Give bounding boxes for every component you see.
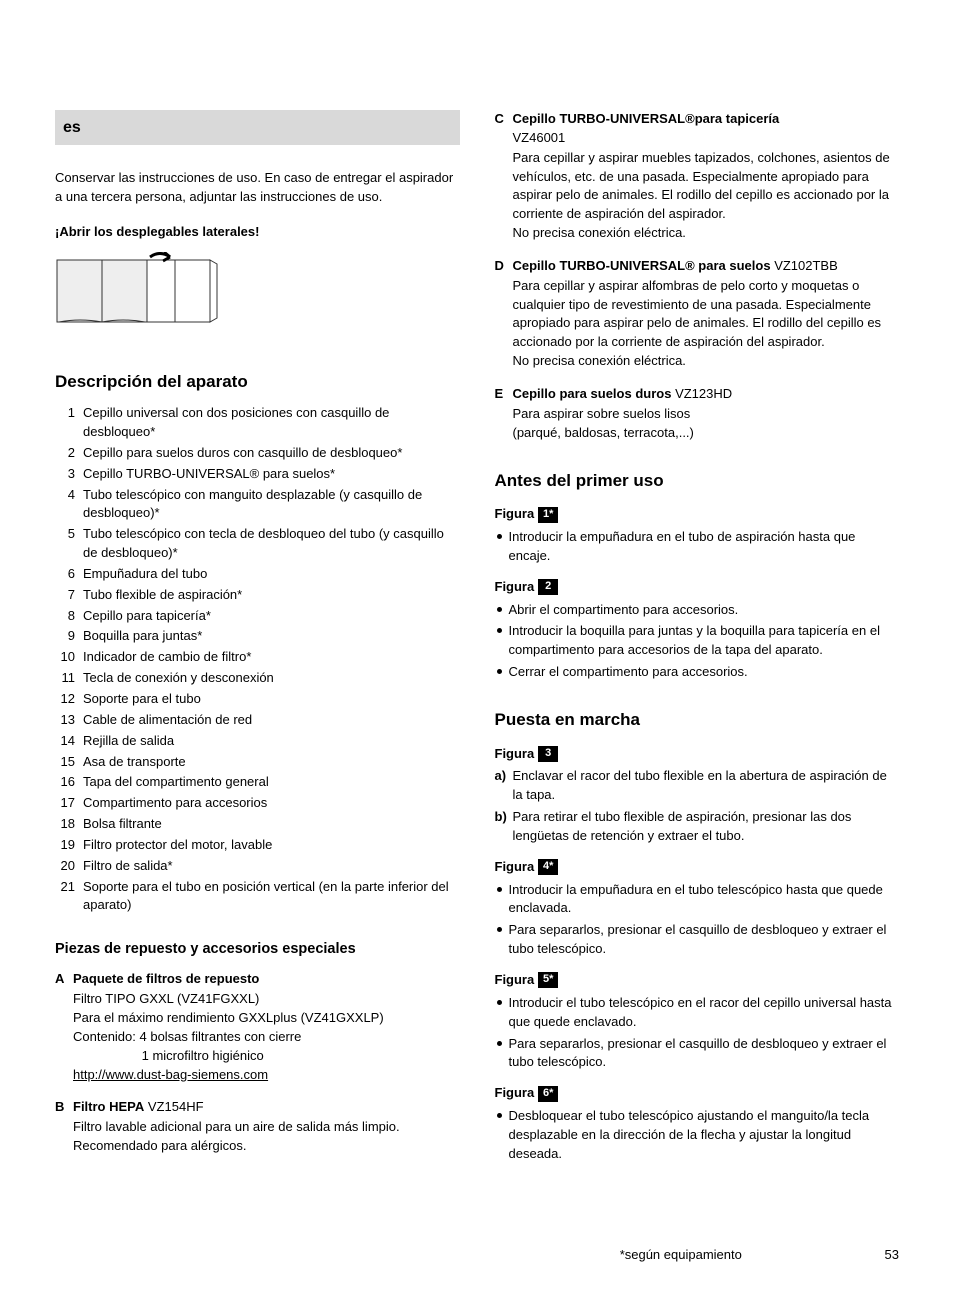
heading-startup: Puesta en marcha	[495, 708, 900, 733]
step-item: Introducir la boquilla para juntas y la …	[495, 622, 900, 660]
description-item: 11Tecla de conexión y desconexión	[55, 669, 460, 688]
description-item: 20Filtro de salida*	[55, 857, 460, 876]
foldout-diagram	[55, 252, 225, 332]
description-item: 19Filtro protector del motor, lavable	[55, 836, 460, 855]
description-item: 18Bolsa filtrante	[55, 815, 460, 834]
figure-6-steps: Desbloquear el tubo telescópico ajustand…	[495, 1107, 900, 1164]
spare-item-c: C Cepillo TURBO-UNIVERSAL®para tapicería…	[495, 110, 900, 243]
spare-item-b: B Filtro HEPA VZ154HF Filtro lavable adi…	[55, 1098, 460, 1156]
right-column: C Cepillo TURBO-UNIVERSAL®para tapicería…	[495, 110, 900, 1170]
step-item: Para separarlos, presionar el casquillo …	[495, 1035, 900, 1073]
step-item: Para separarlos, presionar el casquillo …	[495, 921, 900, 959]
description-item: 3Cepillo TURBO-UNIVERSAL® para suelos*	[55, 465, 460, 484]
description-item: 15Asa de transporte	[55, 753, 460, 772]
description-item: 12Soporte para el tubo	[55, 690, 460, 709]
language-badge: es	[55, 110, 460, 145]
description-item: 5Tubo telescópico con tecla de desbloque…	[55, 525, 460, 563]
description-list: 1Cepillo universal con dos posiciones co…	[55, 404, 460, 915]
description-item: 16Tapa del compartimento general	[55, 773, 460, 792]
page-number: 53	[885, 1246, 899, 1265]
description-item: 1Cepillo universal con dos posiciones co…	[55, 404, 460, 442]
page-footer: *según equipamiento 53	[55, 1246, 899, 1265]
description-item: 7Tubo flexible de aspiración*	[55, 586, 460, 605]
filter-url: http://www.dust-bag-siemens.com	[73, 1066, 460, 1085]
figure-1-label: Figura 1*	[495, 505, 900, 524]
step-item: Desbloquear el tubo telescópico ajustand…	[495, 1107, 900, 1164]
description-item: 4Tubo telescópico con manguito desplazab…	[55, 486, 460, 524]
description-item: 21Soporte para el tubo en posición verti…	[55, 878, 460, 916]
step-item: Abrir el compartimento para accesorios.	[495, 601, 900, 620]
description-item: 13Cable de alimentación de red	[55, 711, 460, 730]
description-item: 17Compartimento para accesorios	[55, 794, 460, 813]
fold-instruction: ¡Abrir los desplegables laterales!	[55, 223, 460, 242]
figure-3-label: Figura 3	[495, 745, 900, 764]
step-item: Introducir la empuñadura en el tubo tele…	[495, 881, 900, 919]
spare-item-e: E Cepillo para suelos duros VZ123HD Para…	[495, 385, 900, 443]
spare-item-d: D Cepillo TURBO-UNIVERSAL® para suelos V…	[495, 257, 900, 371]
description-item: 10Indicador de cambio de filtro*	[55, 648, 460, 667]
spare-item-a: A Paquete de filtros de repuesto Filtro …	[55, 970, 460, 1084]
figure-4-steps: Introducir la empuñadura en el tubo tele…	[495, 881, 900, 959]
footnote: *según equipamiento	[620, 1246, 742, 1265]
heading-description: Descripción del aparato	[55, 370, 460, 395]
step-item: Introducir el tubo telescópico en el rac…	[495, 994, 900, 1032]
figure-1-steps: Introducir la empuñadura en el tubo de a…	[495, 528, 900, 566]
description-item: 14Rejilla de salida	[55, 732, 460, 751]
figure-5-steps: Introducir el tubo telescópico en el rac…	[495, 994, 900, 1072]
intro-text: Conservar las instrucciones de uso. En c…	[55, 169, 460, 207]
figure-2-label: Figura 2	[495, 578, 900, 597]
heading-before-use: Antes del primer uso	[495, 469, 900, 494]
description-item: 2Cepillo para suelos duros con casquillo…	[55, 444, 460, 463]
step-item: b)Para retirar el tubo flexible de aspir…	[495, 808, 900, 846]
description-item: 8Cepillo para tapicería*	[55, 607, 460, 626]
step-item: Introducir la empuñadura en el tubo de a…	[495, 528, 900, 566]
step-item: a)Enclavar el racor del tubo flexible en…	[495, 767, 900, 805]
figure-5-label: Figura 5*	[495, 971, 900, 990]
description-item: 9Boquilla para juntas*	[55, 627, 460, 646]
left-column: es Conservar las instrucciones de uso. E…	[55, 110, 460, 1170]
figure-6-label: Figura 6*	[495, 1084, 900, 1103]
figure-3-steps: a)Enclavar el racor del tubo flexible en…	[495, 767, 900, 845]
figure-2-steps: Abrir el compartimento para accesorios. I…	[495, 601, 900, 682]
description-item: 6Empuñadura del tubo	[55, 565, 460, 584]
figure-4-label: Figura 4*	[495, 858, 900, 877]
heading-spare: Piezas de repuesto y accesorios especial…	[55, 939, 460, 960]
step-item: Cerrar el compartimento para accesorios.	[495, 663, 900, 682]
